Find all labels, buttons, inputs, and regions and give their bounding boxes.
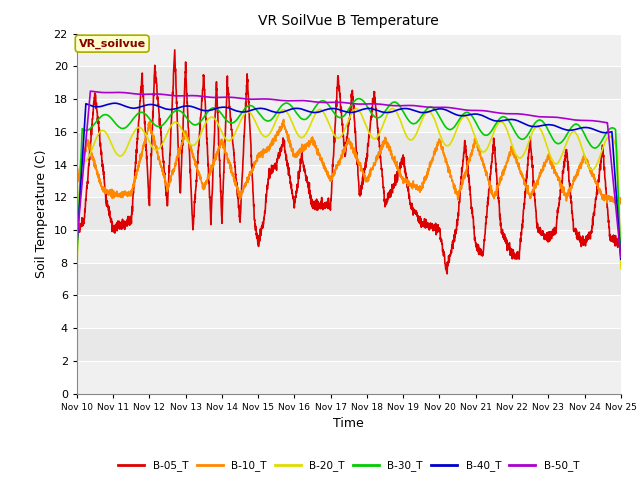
Bar	[77, 165, 621, 197]
Bar	[77, 66, 621, 99]
Bar	[77, 361, 621, 394]
X-axis label: Time: Time	[333, 417, 364, 430]
Legend: B-05_T, B-10_T, B-20_T, B-30_T, B-40_T, B-50_T: B-05_T, B-10_T, B-20_T, B-30_T, B-40_T, …	[114, 456, 584, 476]
Bar	[77, 132, 621, 165]
Bar	[77, 197, 621, 230]
Bar	[77, 295, 621, 328]
Text: VR_soilvue: VR_soilvue	[79, 38, 146, 49]
Bar	[77, 99, 621, 132]
Bar	[77, 263, 621, 295]
Bar	[77, 230, 621, 263]
Bar	[77, 34, 621, 66]
Title: VR SoilVue B Temperature: VR SoilVue B Temperature	[259, 14, 439, 28]
Y-axis label: Soil Temperature (C): Soil Temperature (C)	[35, 149, 48, 278]
Bar	[77, 328, 621, 361]
